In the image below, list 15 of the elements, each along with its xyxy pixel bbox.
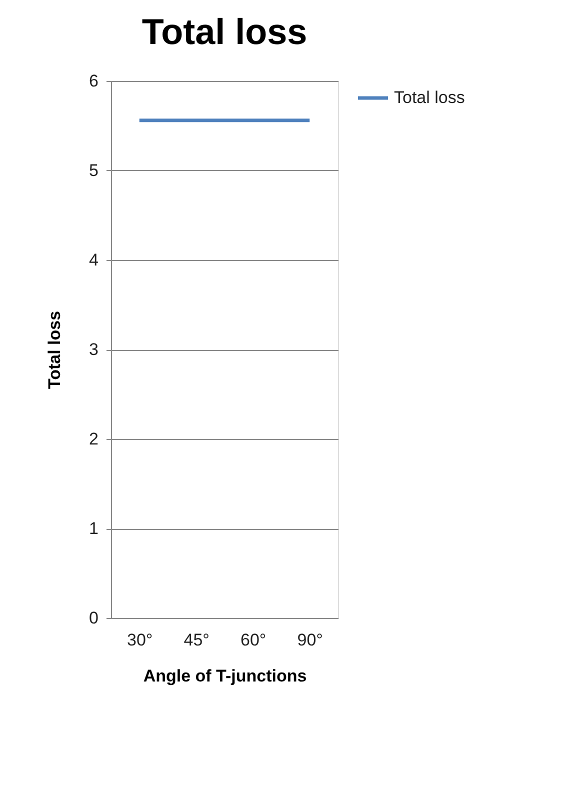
y-tick-label: 0	[89, 608, 98, 628]
x-tick-label: 45°	[184, 630, 210, 650]
chart-title: Total loss	[142, 11, 308, 52]
x-tick-label: 30°	[127, 630, 153, 650]
y-tick-label: 1	[89, 519, 98, 538]
y-axis-title: Total loss	[45, 310, 64, 390]
y-tick-label: 5	[89, 161, 98, 180]
x-tick-label: 90°	[297, 630, 323, 650]
y-tick-label: 3	[89, 340, 98, 359]
legend-label: Total loss	[394, 88, 465, 107]
x-tick-label: 60°	[240, 630, 266, 650]
y-tick-label: 2	[89, 430, 98, 448]
y-tick-label: 6	[89, 72, 98, 90]
x-axis-title: Angle of T-junctions	[143, 666, 307, 686]
y-tick-label: 4	[89, 250, 98, 270]
